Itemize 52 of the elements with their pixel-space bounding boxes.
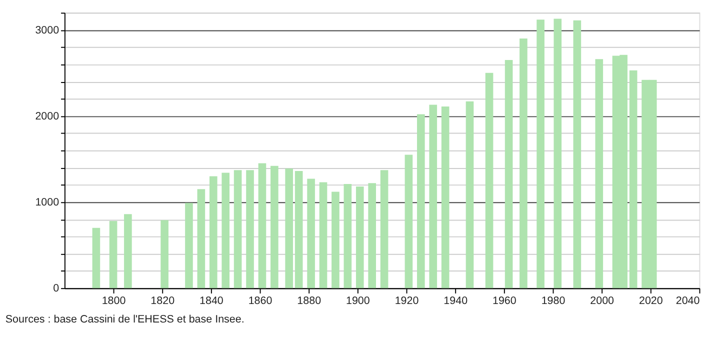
y-tick-label: 1000 xyxy=(35,196,60,208)
bar xyxy=(234,170,242,288)
y-tick-label: 3000 xyxy=(35,24,60,36)
bar xyxy=(294,171,303,288)
bar xyxy=(441,106,450,288)
x-tick-label: 1940 xyxy=(444,295,468,308)
bar xyxy=(536,20,544,288)
x-tick-label: 1860 xyxy=(248,295,272,308)
x-tick-label: 1800 xyxy=(102,295,126,308)
bar xyxy=(629,70,638,288)
y-tick-label: 2000 xyxy=(35,110,60,122)
bar xyxy=(554,18,562,288)
bar xyxy=(485,72,494,288)
bar xyxy=(258,163,266,288)
bar xyxy=(520,38,528,288)
bar xyxy=(92,228,100,288)
bar xyxy=(344,184,352,288)
bar xyxy=(429,104,438,288)
x-tick-label: 1960 xyxy=(492,295,516,308)
bar xyxy=(356,186,364,288)
bar xyxy=(160,220,168,288)
bar xyxy=(504,60,513,288)
x-tick-label: 1880 xyxy=(297,295,322,308)
source-note: Sources : base Cassini de l'EHESS et base Insee. xyxy=(5,313,244,326)
bar xyxy=(307,178,315,288)
x-tick-label: 1900 xyxy=(346,295,370,308)
bar xyxy=(417,114,425,288)
bar xyxy=(404,154,413,288)
bar xyxy=(368,183,376,288)
bar xyxy=(124,214,132,288)
bar xyxy=(246,170,254,288)
bar xyxy=(270,166,278,288)
x-tick-label: 1920 xyxy=(394,295,419,308)
bar xyxy=(573,20,582,288)
x-tick-label: 2020 xyxy=(638,295,663,308)
bar xyxy=(185,202,193,288)
bar xyxy=(209,176,218,288)
bar xyxy=(285,168,293,288)
bar xyxy=(197,189,206,288)
bar xyxy=(595,59,604,288)
y-tick-label: 0 xyxy=(53,282,60,295)
x-tick-label: 2000 xyxy=(590,295,614,308)
x-tick-label: 1820 xyxy=(150,295,175,308)
x-tick-label: 2040 xyxy=(676,295,700,308)
bar xyxy=(380,170,388,288)
bar xyxy=(222,172,230,288)
bar xyxy=(332,192,340,288)
bar xyxy=(319,182,328,288)
bar xyxy=(466,101,474,288)
x-tick-label: 1980 xyxy=(541,295,566,308)
x-tick-label: 1840 xyxy=(199,295,224,308)
bar xyxy=(109,220,118,288)
